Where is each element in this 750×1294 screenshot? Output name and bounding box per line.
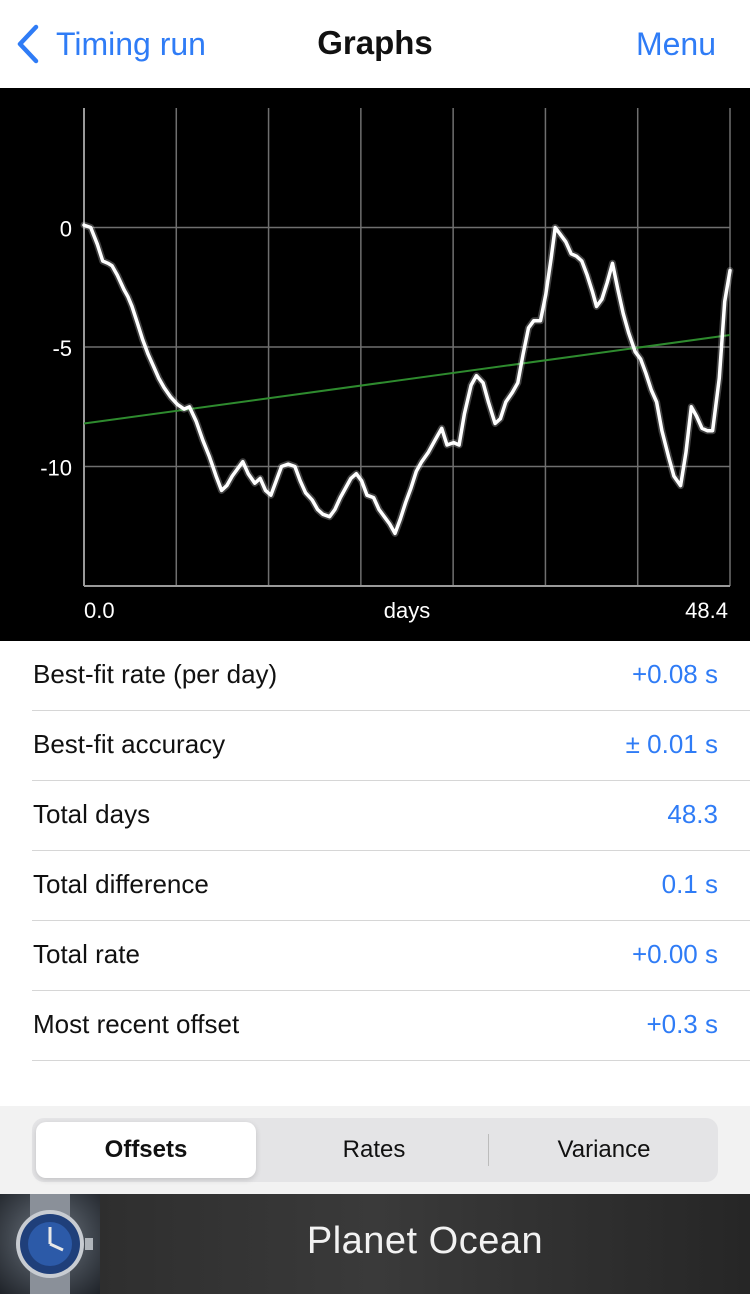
stats-row-total-rate: Total rate +0.00 s <box>32 921 750 991</box>
watch-icon <box>16 1194 93 1294</box>
chart-x-axis-label: days <box>384 598 430 623</box>
back-button[interactable]: Timing run <box>16 20 206 68</box>
stats-label: Best-fit rate (per day) <box>33 659 278 689</box>
stats-value: 0.1 s <box>661 869 718 899</box>
watch-banner[interactable]: Planet Ocean <box>0 1194 750 1294</box>
stats-label: Most recent offset <box>33 1009 240 1039</box>
segment-divider <box>488 1134 489 1166</box>
chart-y-tick-label: 0 <box>60 217 72 242</box>
navigation-bar: Timing run Graphs Menu <box>0 0 750 88</box>
stats-row-best-fit-accuracy: Best-fit accuracy ± 0.01 s <box>32 711 750 781</box>
segment-rates[interactable]: Rates <box>342 1136 406 1163</box>
segment-offsets[interactable]: Offsets <box>36 1122 256 1178</box>
chart-y-tick-label: -10 <box>40 456 72 481</box>
stats-label: Total rate <box>33 939 140 969</box>
graph-type-segmented-control: Offsets Rates Variance <box>32 1118 718 1182</box>
offset-chart: 0 -5 -10 0.0 days 48.4 <box>0 88 750 641</box>
chart-x-tick-label: 48.4 <box>685 598 728 623</box>
stats-value: ± 0.01 s <box>625 729 718 759</box>
offset-chart-canvas: 0 -5 -10 0.0 days 48.4 <box>40 108 734 623</box>
watch-name: Planet Ocean <box>306 1220 544 1262</box>
chart-series-line <box>82 223 732 536</box>
stats-value: +0.08 s <box>631 659 718 689</box>
graph-type-bar: Offsets Rates Variance <box>0 1106 750 1194</box>
stats-row-most-recent-offset: Most recent offset +0.3 s <box>32 991 750 1061</box>
stats-value: +0.3 s <box>646 1009 718 1039</box>
page-title: Graphs <box>317 24 433 61</box>
chart-x-tick-label: 0.0 <box>84 598 115 623</box>
stats-value: 48.3 <box>667 799 718 829</box>
stats-label: Total difference <box>33 869 209 899</box>
stats-label: Total days <box>33 799 151 829</box>
watch-thumbnail <box>0 1194 100 1294</box>
stats-row-best-fit-rate: Best-fit rate (per day) +0.08 s <box>32 641 750 711</box>
stats-list: Best-fit rate (per day) +0.08 s Best-fit… <box>0 641 750 1061</box>
menu-button[interactable]: Menu <box>635 26 716 62</box>
stats-row-total-days: Total days 48.3 <box>32 781 750 851</box>
stats-label: Best-fit accuracy <box>33 729 226 759</box>
back-button-label: Timing run <box>56 25 206 62</box>
chevron-left-icon <box>17 24 39 64</box>
stats-value: +0.00 s <box>631 939 718 969</box>
chart-y-tick-label: -5 <box>52 336 72 361</box>
stats-row-total-difference: Total difference 0.1 s <box>32 851 750 921</box>
segment-variance[interactable]: Variance <box>557 1136 651 1163</box>
